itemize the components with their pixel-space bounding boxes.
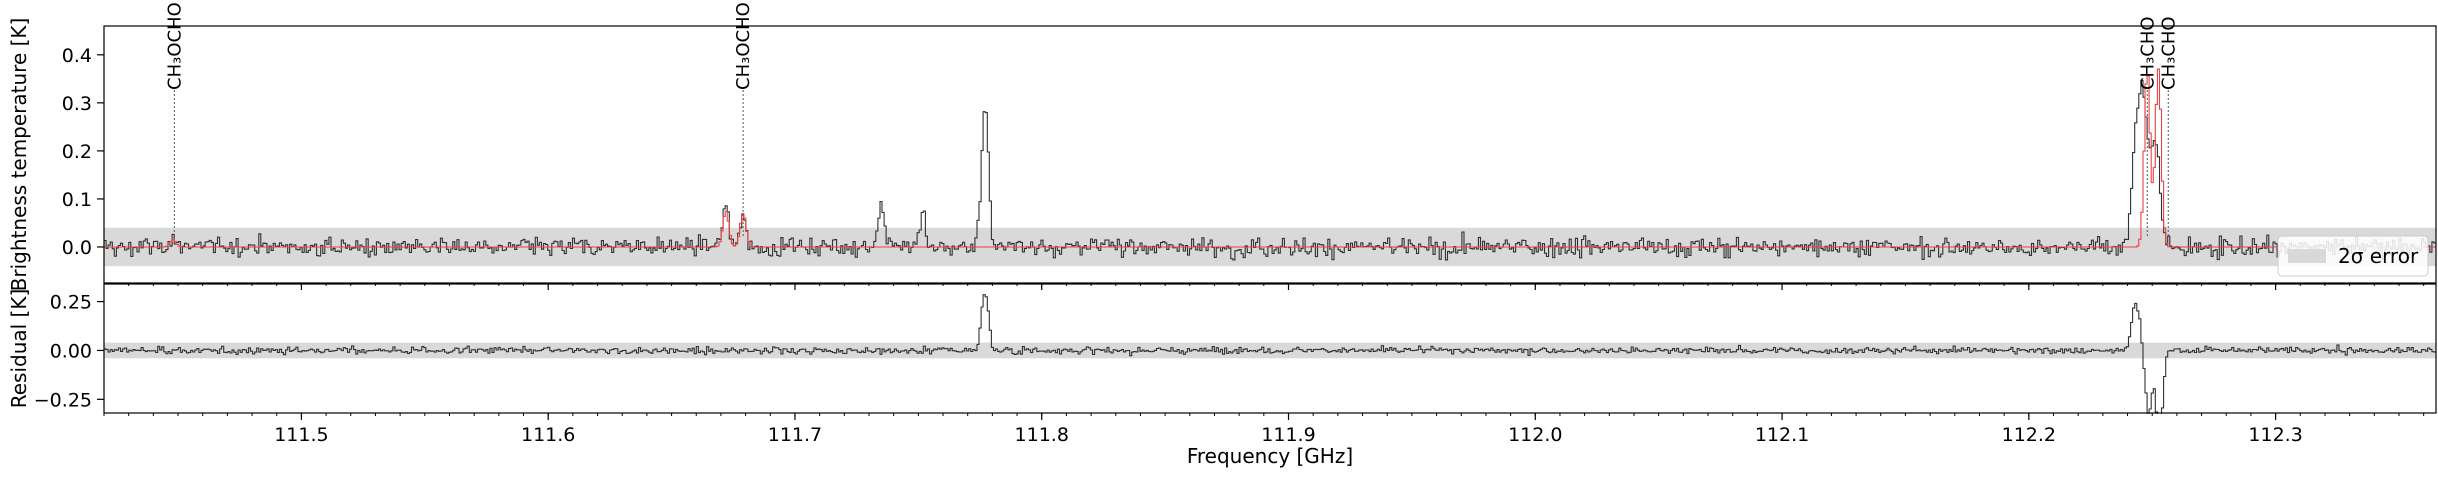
residual-y-tick-label: 0.00	[50, 340, 92, 362]
legend-label: 2σ error	[2338, 244, 2419, 268]
top-model-layer	[104, 68, 2436, 248]
residual-line	[104, 294, 2436, 414]
line-marker-label: CH₃CHO	[2137, 16, 2158, 90]
legend-swatch	[2288, 249, 2326, 263]
observed-spectrum-line	[104, 79, 2436, 261]
residual-x-tick-label: 111.6	[521, 424, 575, 446]
spectrum-y-tick-label: 0.1	[62, 189, 92, 211]
legend: 2σ error	[2277, 235, 2429, 277]
residual-y-tick-label: −0.25	[34, 389, 92, 411]
residual-x-tick-label: 112.2	[2002, 424, 2056, 446]
residual-x-tick-label: 111.9	[1261, 424, 1315, 446]
top-observed-layer	[104, 79, 2436, 261]
residual-x-tick-label: 112.1	[1755, 424, 1809, 446]
bottom-y-ticks: −0.25 0.00 0.25	[34, 292, 104, 411]
residual-x-tick-label: 112.0	[1508, 424, 1562, 446]
spectrum-y-tick-label: 0.4	[62, 45, 92, 67]
line-marker-label: CH₃CHO	[2158, 16, 2179, 90]
legend-box	[2277, 235, 2429, 277]
line-marker-label: CH₃OCHO	[733, 2, 754, 90]
line-marker-label: CH₃OCHO	[164, 2, 185, 90]
bottom-x-ticks: 111.5 111.6 111.7 111.8 111.9 112.0 112.1 112.2…	[103, 413, 2425, 446]
residual-layer	[104, 294, 2436, 414]
top-y-ticks: 0.0 0.1 0.2 0.3 0.4	[62, 45, 104, 259]
spectrum-y-axis-label: Brightness temperature [K]	[7, 18, 31, 292]
spectrum-y-tick-label: 0.0	[62, 237, 92, 259]
residual-y-tick-label: 0.25	[50, 292, 92, 314]
residual-x-tick-label: 112.3	[2248, 424, 2302, 446]
spectrum-panel-frame	[103, 25, 2437, 284]
residual-y-axis-label: Residual [K]	[7, 289, 31, 409]
spectrum-y-tick-label: 0.3	[62, 93, 92, 115]
spectrum-y-tick-label: 0.2	[62, 141, 92, 163]
residual-x-tick-label: 111.7	[768, 424, 822, 446]
residual-x-tick-label: 111.8	[1015, 424, 1069, 446]
line-marker-layer: CH₃OCHO CH₃OCHO CH₃CHO CH₃CHO	[164, 2, 2179, 238]
residual-panel: −0.250.000.25 111.5 111.6 111.7 111.8 111.9 1…	[7, 283, 2437, 468]
residual-x-tick-label: 111.5	[274, 424, 328, 446]
residual-panel-frame	[103, 283, 2437, 414]
x-axis-label: Frequency [GHz]	[1187, 444, 1353, 468]
spectrum-panel: CH₃OCHO CH₃OCHO CH₃CHO CH₃CHO 0.00.10.20.30…	[7, 2, 2437, 292]
model-spectrum-line	[104, 68, 2436, 248]
